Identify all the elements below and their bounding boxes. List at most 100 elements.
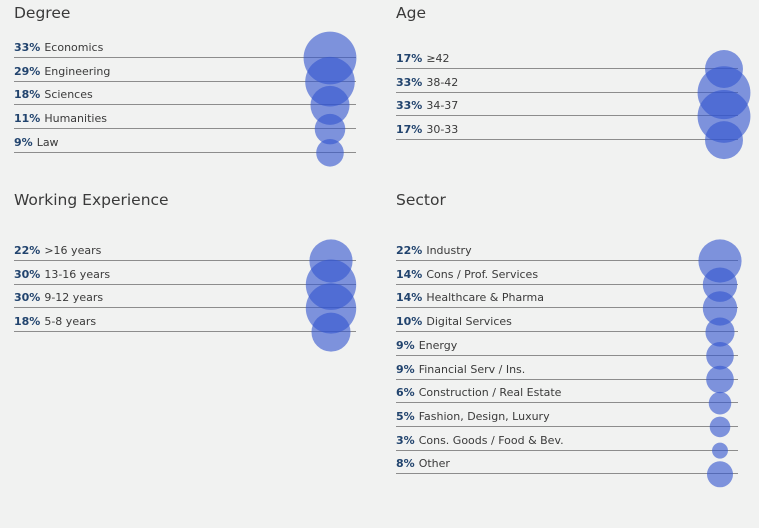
row-category: Cons. Goods / Food & Bev. [418, 433, 564, 447]
row-percent: 17% [396, 123, 423, 137]
row-divider [396, 449, 738, 451]
bubble-row: 5% Fashion, Design, Luxury [396, 403, 738, 427]
row-category: 38-42 [426, 75, 459, 89]
row-category: Cons / Prof. Services [426, 267, 539, 281]
row-label: 17% 30-33 [396, 123, 458, 136]
bubble-layer [303, 31, 357, 167]
bubble-row: 18% Sciences [14, 81, 356, 106]
row-percent: 30% [14, 267, 41, 281]
row-label: 10% Digital Services [396, 315, 512, 328]
chart-sector: Sector 22% Industry 14% Cons / Prof. Servic… [396, 191, 742, 491]
bubble-mark [709, 416, 731, 438]
bubble-row: 17% ≥42 [396, 45, 738, 69]
row-percent: 10% [396, 315, 423, 329]
row-divider [396, 283, 738, 285]
bubble-mark [311, 312, 351, 352]
row-category: Sciences [44, 88, 93, 102]
row-label: 29% Engineering [14, 65, 110, 78]
row-label: 8% Other [396, 457, 450, 470]
chart-age: Age 17% ≥42 33% 38-42 33% 34-37 17% 30-33 [396, 4, 751, 174]
bubble-layer [697, 50, 751, 160]
row-category: 13-16 years [44, 267, 111, 281]
row-divider [396, 331, 738, 333]
row-divider [396, 260, 738, 261]
row-label: 33% 38-42 [396, 76, 458, 89]
row-label: 30% 13-16 years [14, 268, 110, 281]
bubble-row: 14% Cons / Prof. Services [396, 261, 738, 285]
bubble-layer [305, 239, 357, 352]
chart-title: Sector [396, 191, 446, 209]
chart-degree: Degree 33% Economics 29% Engineering 18% Scie… [14, 4, 357, 174]
bubble-row: 3% Cons. Goods / Food & Bev. [396, 427, 738, 451]
row-divider [396, 139, 738, 141]
row-category: Economics [44, 41, 104, 54]
row-percent: 11% [14, 112, 41, 126]
row-label: 17% ≥42 [396, 52, 450, 65]
row-percent: 22% [14, 244, 41, 257]
row-label: 33% Economics [14, 41, 103, 54]
bubble-mark [712, 442, 728, 459]
row-label: 3% Cons. Goods / Food & Bev. [396, 434, 564, 447]
chart-title: Age [396, 4, 426, 22]
row-label: 9% Energy [396, 339, 457, 352]
row-divider [14, 80, 356, 82]
row-label: 18% Sciences [14, 88, 93, 101]
row-category: 5-8 years [44, 315, 97, 329]
row-label: 22% >16 years [14, 244, 101, 257]
bubble-mark [706, 365, 734, 394]
bubble-mark [706, 342, 734, 370]
bubble-row: 22% Industry [396, 237, 738, 261]
bubble-row: 9% Financial Serv / Ins. [396, 356, 738, 380]
row-percent: 30% [14, 291, 41, 305]
row-percent: 18% [14, 88, 41, 102]
row-category: Energy [418, 338, 458, 352]
row-percent: 6% [396, 386, 415, 400]
row-divider [396, 378, 738, 380]
bubble-mark [702, 291, 738, 326]
chart-title: Degree [14, 4, 71, 22]
row-percent: 22% [396, 244, 423, 257]
bubble-row: 14% Healthcare & Pharma [396, 284, 738, 309]
row-divider [396, 402, 738, 404]
row-category: 34-37 [426, 99, 459, 113]
row-percent: 9% [396, 338, 415, 352]
row-divider [396, 425, 738, 427]
row-label: 6% Construction / Real Estate [396, 386, 561, 399]
row-percent: 18% [14, 315, 41, 329]
row-percent: 14% [396, 291, 423, 305]
bubble-mark [702, 267, 738, 302]
bubble-mark [706, 461, 734, 488]
bubble-row: 9% Law [14, 129, 356, 153]
row-label: 5% Fashion, Design, Luxury [396, 410, 550, 423]
row-divider [396, 354, 738, 356]
row-percent: 5% [396, 409, 415, 423]
row-category: ≥42 [426, 52, 450, 65]
row-label: 14% Cons / Prof. Services [396, 268, 538, 281]
row-label: 30% 9-12 years [14, 291, 103, 304]
bubble-row: 33% Economics [14, 34, 356, 58]
row-percent: 17% [396, 52, 423, 65]
row-divider [14, 57, 356, 58]
bubble-row: 8% Other [396, 450, 738, 475]
row-divider [14, 283, 356, 285]
row-category: >16 years [44, 244, 102, 257]
bubble-row: 29% Engineering [14, 58, 356, 82]
bubble-mark [708, 391, 732, 415]
row-divider [396, 115, 738, 117]
row-label: 11% Humanities [14, 112, 107, 125]
row-category: 30-33 [426, 123, 459, 137]
bubble-mark [314, 113, 346, 145]
row-divider [14, 260, 356, 261]
row-percent: 33% [396, 75, 423, 89]
bubble-mark [705, 317, 735, 347]
bubble-row: 30% 9-12 years [14, 284, 356, 309]
row-label: 9% Financial Serv / Ins. [396, 363, 525, 376]
bubble-row: 6% Construction / Real Estate [396, 379, 738, 404]
row-category: Industry [426, 244, 472, 257]
row-label: 18% 5-8 years [14, 315, 96, 328]
row-divider [396, 307, 738, 309]
bubble-mark [705, 121, 743, 160]
bubble-row: 17% 30-33 [396, 116, 738, 141]
bubble-row: 33% 34-37 [396, 92, 738, 117]
bubble-mark [316, 139, 344, 167]
